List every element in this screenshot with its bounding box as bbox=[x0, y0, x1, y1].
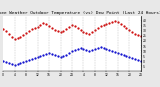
Title: Milwaukee Weather Outdoor Temperature (vs) Dew Point (Last 24 Hours): Milwaukee Weather Outdoor Temperature (v… bbox=[0, 11, 160, 15]
